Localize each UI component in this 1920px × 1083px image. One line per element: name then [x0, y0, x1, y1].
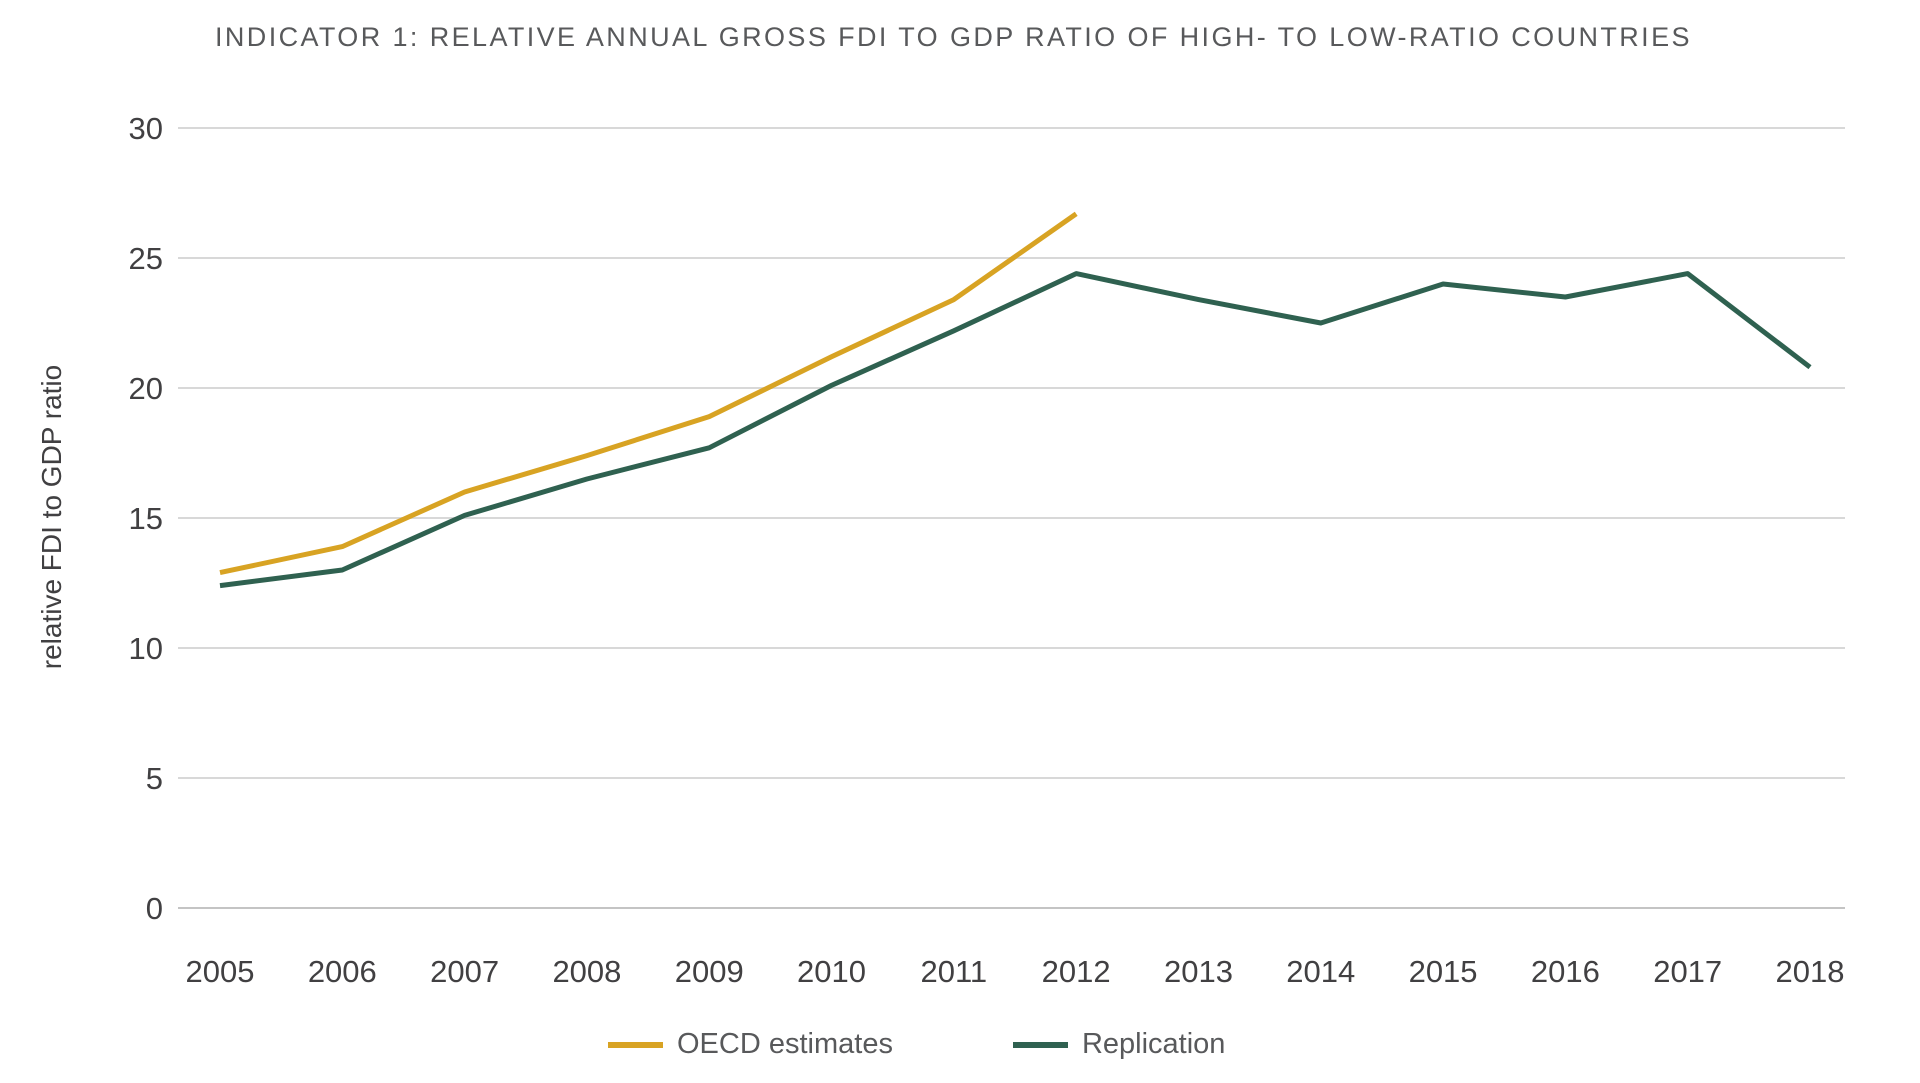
x-tick-label: 2005	[186, 954, 255, 989]
x-tick-label: 2011	[921, 954, 988, 989]
legend-label-oecd-estimates: OECD estimates	[677, 1028, 893, 1060]
legend-item-replication: Replication	[1012, 1028, 1226, 1061]
y-tick-label: 10	[129, 631, 163, 666]
x-tick-label: 2017	[1653, 954, 1722, 989]
legend-item-oecd-estimates: OECD estimates	[608, 1028, 893, 1061]
x-tick-label: 2012	[1042, 954, 1111, 989]
y-tick-label: 25	[129, 241, 163, 276]
chart-title: INDICATOR 1: RELATIVE ANNUAL GROSS FDI T…	[215, 22, 1692, 52]
y-tick-label: 0	[146, 891, 163, 926]
y-tick-label: 15	[129, 501, 163, 536]
legend: OECD estimates Replication	[608, 1028, 1225, 1061]
series-line-replication	[219, 271, 1812, 589]
x-tick-label: 2006	[308, 954, 377, 989]
x-tick-label: 2016	[1531, 954, 1600, 989]
x-tick-label: 2009	[675, 954, 744, 989]
legend-label-replication: Replication	[1081, 1028, 1226, 1060]
series-line-oecd-estimates	[219, 211, 1078, 576]
y-tick-label: 30	[129, 111, 163, 146]
x-tick-label: 2014	[1286, 954, 1355, 989]
y-tick-label: 20	[129, 371, 163, 406]
oecd-estimates-line-swatch-icon	[608, 1041, 663, 1048]
replication-line-swatch-icon	[1012, 1041, 1068, 1048]
x-tick-label: 2013	[1164, 954, 1233, 989]
x-tick-label: 2018	[1776, 954, 1845, 989]
x-tick-label: 2007	[430, 954, 499, 989]
y-tick-label: 5	[146, 761, 163, 796]
x-tick-label: 2008	[552, 954, 621, 989]
x-tick-label: 2015	[1409, 954, 1478, 989]
x-tick-label: 2010	[797, 954, 866, 989]
